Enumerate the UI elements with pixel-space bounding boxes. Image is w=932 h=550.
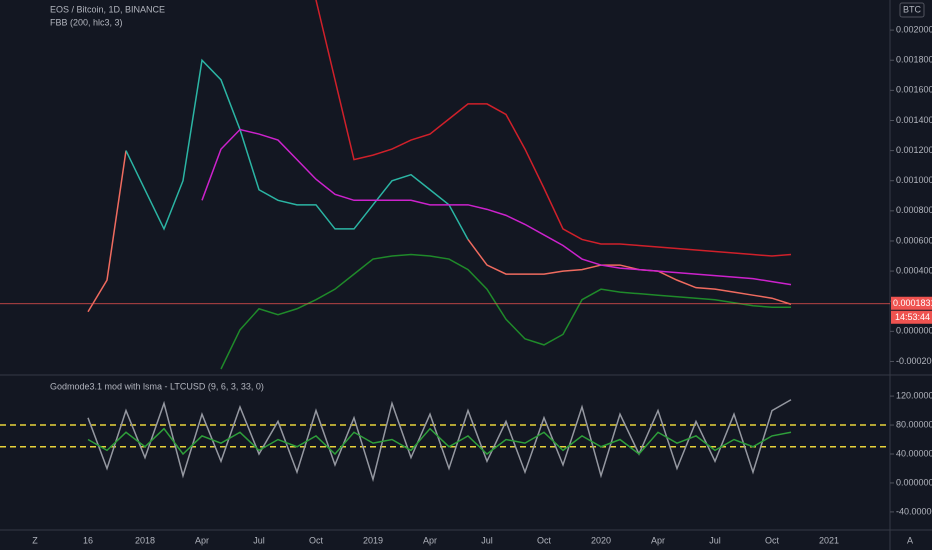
x-tick-label: Oct <box>765 535 780 545</box>
price-pane <box>0 0 890 370</box>
y-tick-label: 0.0000000 <box>896 477 932 487</box>
currency-box[interactable] <box>899 2 925 18</box>
chart-title: EOS / Bitcoin, 1D, BINANCE <box>50 4 165 14</box>
series-line <box>201 128 792 286</box>
y-tick-label: -0.0002000 <box>896 356 932 366</box>
countdown-label: 14:53:44 <box>895 312 930 322</box>
y-tick-label: 120.0000000 <box>896 390 932 400</box>
x-tick-label: Jul <box>253 535 265 545</box>
countdown-tag <box>891 310 932 324</box>
x-tick-label: Oct <box>309 535 324 545</box>
y-tick-label: 0.0000000 <box>896 326 932 336</box>
y-tick-label: -40.0000000 <box>896 506 932 516</box>
x-tick-label: 2018 <box>135 535 155 545</box>
y-tick-label: 80.0000000 <box>896 419 932 429</box>
series-line <box>87 399 792 483</box>
x-tick-label: Apr <box>651 535 665 545</box>
x-tick-label: 2020 <box>591 535 611 545</box>
series-line <box>315 0 792 257</box>
indicator-title: Godmode3.1 mod with lsma - LTCUSD (9, 6,… <box>50 381 264 391</box>
series-line <box>87 150 792 313</box>
series-line <box>87 427 792 456</box>
indicator-title: FBB (200, hlc3, 3) <box>50 17 123 27</box>
x-tick-label: 16 <box>83 535 93 545</box>
currency[interactable]: BTC <box>903 4 922 14</box>
last-price-label: 0.0001831 <box>893 298 932 308</box>
y-tick-label: 40.0000000 <box>896 448 932 458</box>
x-tick-label: Apr <box>195 535 209 545</box>
x-tick-label: Jul <box>481 535 493 545</box>
series-line <box>125 58 469 240</box>
x-tick-label: Apr <box>423 535 437 545</box>
x-tick-label: Oct <box>537 535 552 545</box>
x-tick-label: Jul <box>709 535 721 545</box>
toolbar-button[interactable]: A <box>907 535 913 545</box>
toolbar-button[interactable]: Z <box>32 535 38 545</box>
x-tick-label: 2021 <box>819 535 839 545</box>
last-price-tag <box>891 296 932 310</box>
x-tick-label: 2019 <box>363 535 383 545</box>
oscillator-pane <box>0 399 890 483</box>
series-line <box>220 253 791 370</box>
